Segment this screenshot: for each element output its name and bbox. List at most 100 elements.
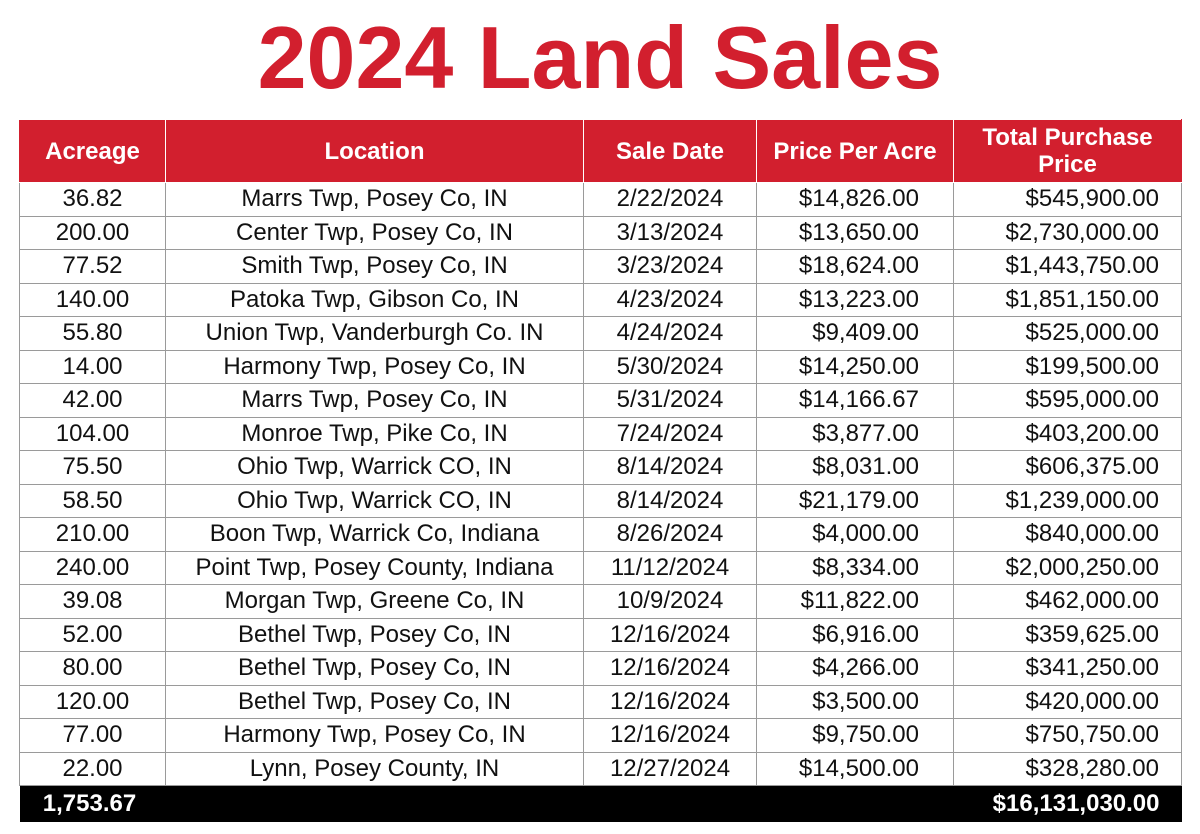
cell-acreage: 39.08 [19,584,166,619]
cell-price-per-acre: $6,916.00 [756,617,954,652]
cell-total-purchase-price: $2,000,250.00 [953,550,1182,585]
cell-location: Center Twp, Posey Co, IN [165,215,584,250]
cell-price-per-acre: $21,179.00 [756,483,954,518]
cell-total-purchase-price: $545,900.00 [953,182,1182,217]
cell-sale-date: 4/24/2024 [583,316,757,351]
cell-location: Point Twp, Posey County, Indiana [165,550,584,585]
cell-acreage: 240.00 [19,550,166,585]
table-row: 240.00 Point Twp, Posey County, Indiana 11… [19,550,1182,585]
cell-location: Ohio Twp, Warrick CO, IN [165,450,584,485]
cell-price-per-acre: $3,500.00 [756,684,954,719]
cell-acreage: 36.82 [19,182,166,217]
cell-total-purchase-price: $359,625.00 [953,617,1182,652]
cell-price-per-acre: $9,750.00 [756,718,954,753]
cell-price-per-acre: $18,624.00 [756,249,954,284]
cell-acreage: 210.00 [19,517,166,552]
cell-total-purchase-price: $525,000.00 [953,316,1182,351]
cell-total-purchase-price: $595,000.00 [953,383,1182,418]
cell-sale-date: 3/13/2024 [583,215,757,250]
totals-spacer [583,785,757,822]
cell-location: Marrs Twp, Posey Co, IN [165,182,584,217]
cell-sale-date: 5/30/2024 [583,349,757,384]
cell-sale-date: 4/23/2024 [583,282,757,317]
cell-sale-date: 7/24/2024 [583,416,757,451]
cell-location: Smith Twp, Posey Co, IN [165,249,584,284]
column-header-total-purchase-price: Total Purchase Price [953,119,1182,183]
cell-price-per-acre: $3,877.00 [756,416,954,451]
land-sales-table: Acreage Location Sale Date Price Per Acr… [19,119,1182,822]
table-row: 58.50 Ohio Twp, Warrick CO, IN 8/14/2024 $2… [19,483,1182,518]
cell-acreage: 77.00 [19,718,166,753]
cell-location: Union Twp, Vanderburgh Co. IN [165,316,584,351]
cell-location: Bethel Twp, Posey Co, IN [165,684,584,719]
cell-sale-date: 3/23/2024 [583,249,757,284]
cell-price-per-acre: $14,166.67 [756,383,954,418]
cell-acreage: 14.00 [19,349,166,384]
table-row: 77.00 Harmony Twp, Posey Co, IN 12/16/2024… [19,718,1182,753]
table-row: 14.00 Harmony Twp, Posey Co, IN 5/30/2024 $… [19,349,1182,384]
cell-total-purchase-price: $199,500.00 [953,349,1182,384]
cell-sale-date: 12/16/2024 [583,684,757,719]
table-row: 104.00 Monroe Twp, Pike Co, IN 7/24/2024 $3… [19,416,1182,451]
cell-sale-date: 10/9/2024 [583,584,757,619]
total-acreage: 1,753.67 [19,785,166,822]
totals-spacer [756,785,954,822]
totals-row: 1,753.67 $16,131,030.00 [19,785,1182,822]
table-row: 52.00 Bethel Twp, Posey Co, IN 12/16/2024 $… [19,617,1182,652]
cell-price-per-acre: $4,266.00 [756,651,954,686]
header-row: Acreage Location Sale Date Price Per Acr… [19,119,1182,183]
cell-price-per-acre: $14,250.00 [756,349,954,384]
cell-price-per-acre: $4,000.00 [756,517,954,552]
table-row: 36.82 Marrs Twp, Posey Co, IN 2/22/2024 $14… [19,182,1182,217]
column-header-acreage: Acreage [19,119,166,183]
cell-location: Boon Twp, Warrick Co, Indiana [165,517,584,552]
column-header-price-per-acre: Price Per Acre [756,119,954,183]
cell-acreage: 22.00 [19,751,166,786]
cell-acreage: 200.00 [19,215,166,250]
cell-location: Ohio Twp, Warrick CO, IN [165,483,584,518]
cell-location: Harmony Twp, Posey Co, IN [165,349,584,384]
cell-sale-date: 8/26/2024 [583,517,757,552]
cell-location: Bethel Twp, Posey Co, IN [165,651,584,686]
cell-price-per-acre: $11,822.00 [756,584,954,619]
cell-acreage: 52.00 [19,617,166,652]
cell-total-purchase-price: $1,443,750.00 [953,249,1182,284]
cell-acreage: 77.52 [19,249,166,284]
cell-price-per-acre: $13,650.00 [756,215,954,250]
page-title: 2024 Land Sales [257,8,943,107]
cell-location: Bethel Twp, Posey Co, IN [165,617,584,652]
cell-price-per-acre: $14,826.00 [756,182,954,217]
cell-location: Monroe Twp, Pike Co, IN [165,416,584,451]
cell-total-purchase-price: $1,851,150.00 [953,282,1182,317]
total-purchase-price: $16,131,030.00 [953,785,1182,822]
cell-location: Marrs Twp, Posey Co, IN [165,383,584,418]
cell-sale-date: 8/14/2024 [583,483,757,518]
cell-price-per-acre: $9,409.00 [756,316,954,351]
cell-location: Lynn, Posey County, IN [165,751,584,786]
table-row: 210.00 Boon Twp, Warrick Co, Indiana 8/26/… [19,517,1182,552]
cell-total-purchase-price: $606,375.00 [953,450,1182,485]
table-body: 36.82 Marrs Twp, Posey Co, IN 2/22/2024 $14… [19,182,1182,786]
cell-total-purchase-price: $1,239,000.00 [953,483,1182,518]
cell-sale-date: 12/16/2024 [583,718,757,753]
table-row: 120.00 Bethel Twp, Posey Co, IN 12/16/2024… [19,684,1182,719]
table-row: 22.00 Lynn, Posey County, IN 12/27/2024 $14… [19,751,1182,786]
cell-sale-date: 12/16/2024 [583,617,757,652]
table-row: 140.00 Patoka Twp, Gibson Co, IN 4/23/2024… [19,282,1182,317]
table-row: 80.00 Bethel Twp, Posey Co, IN 12/16/2024 $… [19,651,1182,686]
cell-location: Harmony Twp, Posey Co, IN [165,718,584,753]
cell-acreage: 58.50 [19,483,166,518]
table-header: Acreage Location Sale Date Price Per Acr… [19,119,1182,183]
column-header-location: Location [165,119,584,183]
cell-acreage: 104.00 [19,416,166,451]
cell-acreage: 80.00 [19,651,166,686]
cell-sale-date: 12/16/2024 [583,651,757,686]
cell-location: Morgan Twp, Greene Co, IN [165,584,584,619]
cell-total-purchase-price: $420,000.00 [953,684,1182,719]
cell-sale-date: 12/27/2024 [583,751,757,786]
cell-sale-date: 2/22/2024 [583,182,757,217]
cell-location: Patoka Twp, Gibson Co, IN [165,282,584,317]
table-row: 55.80 Union Twp, Vanderburgh Co. IN 4/24/2… [19,316,1182,351]
cell-acreage: 75.50 [19,450,166,485]
table-footer: 1,753.67 $16,131,030.00 [19,785,1182,822]
